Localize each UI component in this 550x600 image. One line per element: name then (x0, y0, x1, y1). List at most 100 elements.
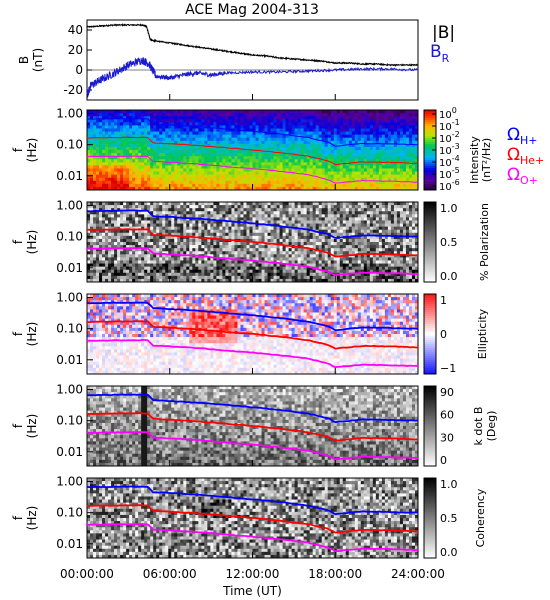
intensity-cell (210, 177, 214, 182)
polarization-cell (237, 251, 241, 255)
polarization-cell (201, 220, 205, 225)
intensity-cell (213, 180, 217, 185)
polarization-cell (105, 214, 109, 218)
intensity-cell (90, 150, 94, 154)
intensity-cell (297, 168, 302, 173)
intensity-cell (120, 143, 124, 148)
intensity-cell (276, 128, 281, 133)
polarization-cell (168, 254, 172, 258)
intensity-cell (321, 186, 326, 191)
polarization-cell (162, 242, 166, 246)
polarization-cell (201, 242, 205, 246)
intensity-cell (252, 180, 257, 185)
intensity-cell (249, 128, 253, 133)
polarization-cell (300, 217, 305, 221)
intensity-cell (348, 159, 353, 163)
intensity-cell (381, 110, 386, 114)
intensity-cell (171, 150, 175, 154)
intensity-cell (111, 177, 115, 182)
intensity-cell (366, 143, 371, 148)
intensity-cell (300, 137, 305, 142)
polarization-cell (315, 238, 320, 243)
intensity-cell (99, 122, 103, 126)
intensity-cell (318, 116, 323, 120)
polarization-cell (135, 205, 139, 209)
intensity-cell (264, 113, 269, 117)
intensity-cell (225, 113, 229, 117)
polarization-cell (147, 269, 151, 274)
intensity-cell (144, 140, 148, 145)
intensity-cell (366, 177, 371, 182)
polarization-cell (195, 266, 199, 271)
intensity-cell (300, 116, 305, 120)
intensity-cell (264, 183, 269, 188)
polarization-cell (156, 254, 160, 258)
polarization-cell (144, 248, 148, 252)
intensity-cell (156, 146, 160, 151)
intensity-cell (198, 113, 202, 117)
intensity-cell (252, 140, 257, 145)
polarization-cell (174, 242, 178, 246)
polarization-cell (303, 254, 308, 258)
intensity-cell (342, 116, 347, 120)
intensity-cell (201, 134, 205, 139)
intensity-cell (156, 156, 160, 160)
intensity-cell (363, 171, 368, 176)
intensity-cell (237, 131, 241, 136)
intensity-cell (246, 156, 250, 160)
intensity-cell (174, 165, 178, 169)
intensity-cell (129, 186, 133, 191)
intensity-cell (249, 137, 253, 142)
intensity-cell (312, 125, 317, 129)
intensity-cell (294, 122, 299, 126)
intensity-cell (96, 119, 100, 123)
intensity-cell (144, 128, 148, 133)
intensity-cell (240, 165, 244, 169)
intensity-cell (111, 162, 115, 166)
intensity-cell (216, 146, 220, 151)
intensity-cell (120, 174, 124, 179)
intensity-cell (120, 131, 124, 136)
intensity-cell (414, 183, 419, 188)
intensity-cell (297, 183, 302, 188)
intensity-cell (138, 119, 142, 123)
polarization-cell (312, 217, 317, 221)
polarization-cell (180, 257, 184, 261)
intensity-cell (342, 122, 347, 126)
intensity-cell (288, 159, 293, 163)
intensity-cell (408, 174, 413, 179)
polarization-cell (291, 211, 296, 215)
intensity-cell (237, 180, 241, 185)
intensity-cell (360, 174, 365, 179)
intensity-cell (168, 110, 172, 114)
polarization-cell (153, 205, 157, 209)
intensity-cell (384, 159, 389, 163)
intensity-cell (141, 171, 145, 176)
intensity-cell (333, 156, 338, 160)
intensity-cell (312, 134, 317, 139)
polarization-cell (270, 272, 275, 277)
intensity-cell (141, 168, 145, 173)
polarization-cell (120, 217, 124, 221)
intensity-cell (186, 140, 190, 145)
polarization-cell (216, 223, 220, 228)
intensity-cell (153, 174, 157, 179)
intensity-cell (315, 146, 320, 151)
intensity-cell (363, 180, 368, 185)
intensity-cell (345, 153, 350, 157)
intensity-cell (360, 116, 365, 120)
polarization-cell (150, 238, 154, 243)
intensity-cell (153, 180, 157, 185)
polarization-cell (189, 248, 193, 252)
intensity-cell (135, 131, 139, 136)
polarization-cell (273, 257, 278, 261)
intensity-cell (276, 140, 281, 145)
polarization-cell (159, 217, 163, 221)
intensity-cell (93, 174, 97, 179)
polarization-cell (231, 217, 235, 221)
polarization-cell (297, 208, 302, 212)
polarization-cell (120, 245, 124, 249)
intensity-cell (135, 110, 139, 114)
intensity-cell (234, 174, 238, 179)
